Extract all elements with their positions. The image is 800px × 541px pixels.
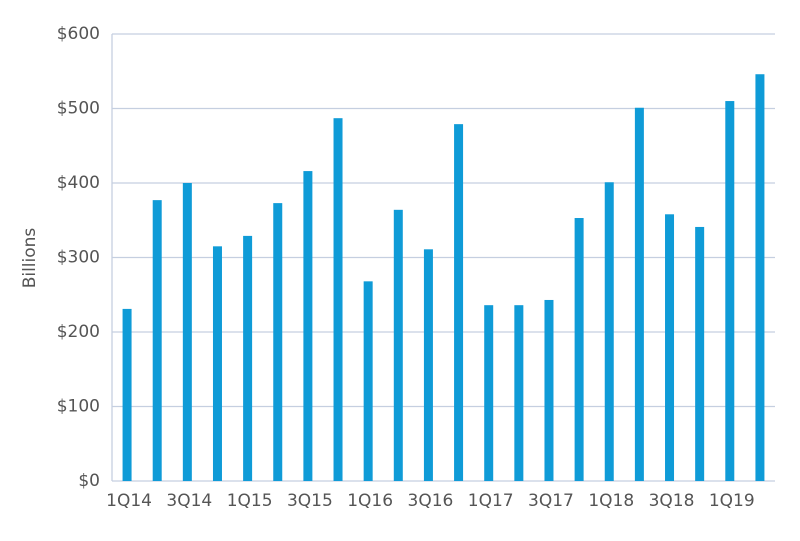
x-tick-label: 1Q15	[227, 491, 273, 511]
y-tick-label: $0	[78, 471, 100, 491]
bar	[484, 305, 494, 481]
y-tick-label: $600	[57, 24, 100, 44]
x-tick-label: 1Q17	[468, 491, 514, 511]
bar	[333, 118, 343, 481]
bar	[634, 107, 644, 481]
bar	[182, 183, 192, 481]
y-tick-label: $300	[57, 248, 100, 268]
bar	[604, 182, 614, 481]
x-tick-label: 1Q14	[106, 491, 152, 511]
x-tick-label: 1Q16	[347, 491, 393, 511]
bar	[152, 200, 162, 481]
bar	[393, 209, 403, 481]
bar	[725, 101, 735, 482]
x-tick-label: 3Q17	[528, 491, 574, 511]
bar	[755, 74, 765, 481]
y-tick-label: $400	[57, 173, 100, 193]
x-tick-label: 1Q19	[709, 491, 755, 511]
bar	[363, 281, 373, 481]
bar	[514, 305, 524, 481]
y-axis-label: Billions	[20, 228, 40, 289]
x-tick-label: 3Q18	[649, 491, 695, 511]
bar	[574, 218, 584, 481]
y-tick-label: $100	[57, 397, 100, 417]
x-tick-label: 3Q15	[287, 491, 333, 511]
bar	[454, 124, 464, 482]
y-tick-label: $200	[57, 322, 100, 342]
bar	[212, 246, 222, 481]
bar	[665, 214, 675, 482]
bar	[273, 203, 283, 482]
bar	[695, 226, 705, 481]
y-tick-label: $500	[57, 99, 100, 119]
bar	[122, 308, 132, 481]
bar	[423, 249, 433, 481]
x-tick-label: 3Q14	[166, 491, 212, 511]
x-tick-label: 3Q16	[408, 491, 454, 511]
bar	[544, 299, 554, 481]
bar	[243, 235, 253, 481]
bar	[303, 171, 313, 481]
x-tick-label: 1Q18	[588, 491, 634, 511]
